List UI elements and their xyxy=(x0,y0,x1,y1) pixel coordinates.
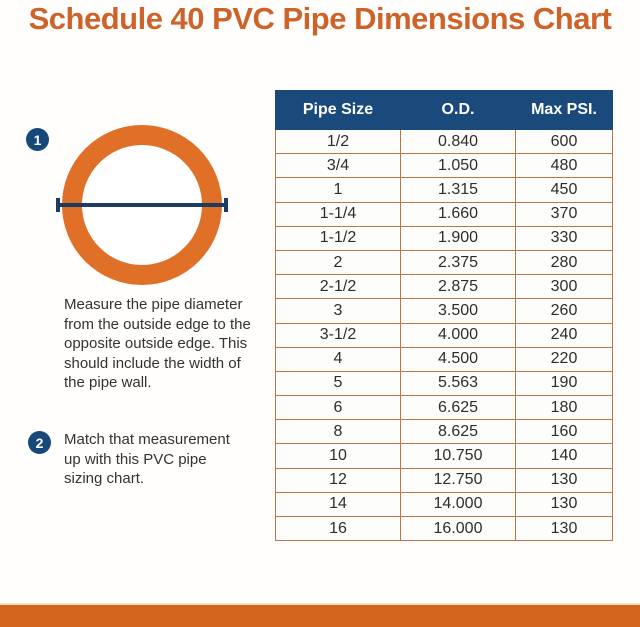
table-cell: 1.050 xyxy=(400,153,516,179)
diameter-measure-left-cap xyxy=(56,198,60,212)
table-cell: 0.840 xyxy=(400,128,516,155)
table-cell: 190 xyxy=(515,370,613,397)
table-row: 4 4.500 220 xyxy=(275,346,613,372)
table-header: Pipe Size O.D. Max PSI. xyxy=(275,90,613,130)
table-cell: 1.315 xyxy=(400,177,516,203)
table-cell: 300 xyxy=(515,274,613,300)
step-2-instructions: Match that measurement up with this PVC … xyxy=(64,431,230,487)
footer-accent-bar xyxy=(0,603,640,627)
table-row: 12 12.750 130 xyxy=(275,467,613,493)
step-2-badge: 2 xyxy=(28,431,51,454)
table-cell: 480 xyxy=(515,153,613,179)
table-cell: 16 xyxy=(275,515,401,542)
step-1-badge: 1 xyxy=(26,128,49,151)
table-row: 1 1.315 450 xyxy=(275,177,613,203)
column-header-od: O.D. xyxy=(400,90,516,130)
table-cell: 4.000 xyxy=(400,322,516,348)
table-cell: 3/4 xyxy=(275,153,401,179)
table-cell: 1 xyxy=(275,177,401,203)
table-cell: 4.500 xyxy=(400,346,516,372)
table-cell: 10 xyxy=(275,443,401,469)
table-cell: 6.625 xyxy=(400,395,516,421)
table-cell: 280 xyxy=(515,249,613,276)
table-cell: 130 xyxy=(515,467,613,493)
table-cell: 5.563 xyxy=(400,370,516,397)
pipe-dimensions-table: Pipe Size O.D. Max PSI. 1/2 0.840 600 3/4 1.… xyxy=(275,90,613,542)
table-body: 1/2 0.840 600 3/4 1.050 480 1 1.315 450 1-1/4 1.66… xyxy=(275,128,613,542)
table-cell: 2.875 xyxy=(400,274,516,300)
table-cell: 2.375 xyxy=(400,249,516,276)
table-cell: 1.900 xyxy=(400,225,516,251)
table-row: 1-1/4 1.660 370 xyxy=(275,201,613,227)
table-row: 3/4 1.050 480 xyxy=(275,153,613,179)
table-cell: 3.500 xyxy=(400,298,516,324)
page-title: Schedule 40 PVC Pipe Dimensions Chart xyxy=(28,1,612,36)
diameter-measure-line xyxy=(58,203,226,207)
table-cell: 1-1/2 xyxy=(275,225,401,251)
table-row: 14 14.000 130 xyxy=(275,491,613,518)
table-cell: 14 xyxy=(275,491,401,518)
table-cell: 220 xyxy=(515,346,613,372)
table-cell: 10.750 xyxy=(400,443,516,469)
table-row: 1-1/2 1.900 330 xyxy=(275,225,613,251)
column-header-max-psi: Max PSI. xyxy=(515,90,613,130)
table-row: 2 2.375 280 xyxy=(275,249,613,276)
diameter-measure-right-cap xyxy=(224,198,228,212)
table-row: 5 5.563 190 xyxy=(275,370,613,397)
table-row: 1/2 0.840 600 xyxy=(275,128,613,155)
table-row: 2-1/2 2.875 300 xyxy=(275,274,613,300)
table-row: 6 6.625 180 xyxy=(275,395,613,421)
table-cell: 2-1/2 xyxy=(275,274,401,300)
column-header-pipe-size: Pipe Size xyxy=(275,90,401,130)
pipe-dimensions-table-container: Pipe Size O.D. Max PSI. 1/2 0.840 600 3/4 1.… xyxy=(275,90,613,542)
table-cell: 260 xyxy=(515,298,613,324)
table-cell: 3-1/2 xyxy=(275,322,401,348)
table-row: 3 3.500 260 xyxy=(275,298,613,324)
table-cell: 12 xyxy=(275,467,401,493)
table-cell: 12.750 xyxy=(400,467,516,493)
table-cell: 6 xyxy=(275,395,401,421)
table-cell: 14.000 xyxy=(400,491,516,518)
table-cell: 600 xyxy=(515,128,613,155)
table-cell: 1/2 xyxy=(275,128,401,155)
table-cell: 140 xyxy=(515,443,613,469)
table-cell: 130 xyxy=(515,491,613,518)
table-row: 3-1/2 4.000 240 xyxy=(275,322,613,348)
table-cell: 16.000 xyxy=(400,515,516,542)
table-cell: 4 xyxy=(275,346,401,372)
table-cell: 5 xyxy=(275,370,401,397)
table-cell: 1-1/4 xyxy=(275,201,401,227)
table-cell: 3 xyxy=(275,298,401,324)
table-cell: 180 xyxy=(515,395,613,421)
table-cell: 370 xyxy=(515,201,613,227)
table-cell: 160 xyxy=(515,419,613,445)
table-cell: 8 xyxy=(275,419,401,445)
step-1-instructions: Measure the pipe diameter from the outsi… xyxy=(64,296,251,391)
table-row: 16 16.000 130 xyxy=(275,515,613,542)
table-cell: 1.660 xyxy=(400,201,516,227)
table-cell: 8.625 xyxy=(400,419,516,445)
table-row: 10 10.750 140 xyxy=(275,443,613,469)
table-row: 8 8.625 160 xyxy=(275,419,613,445)
table-cell: 450 xyxy=(515,177,613,203)
table-cell: 240 xyxy=(515,322,613,348)
table-cell: 130 xyxy=(515,515,613,542)
table-cell: 2 xyxy=(275,249,401,276)
table-cell: 330 xyxy=(515,225,613,251)
